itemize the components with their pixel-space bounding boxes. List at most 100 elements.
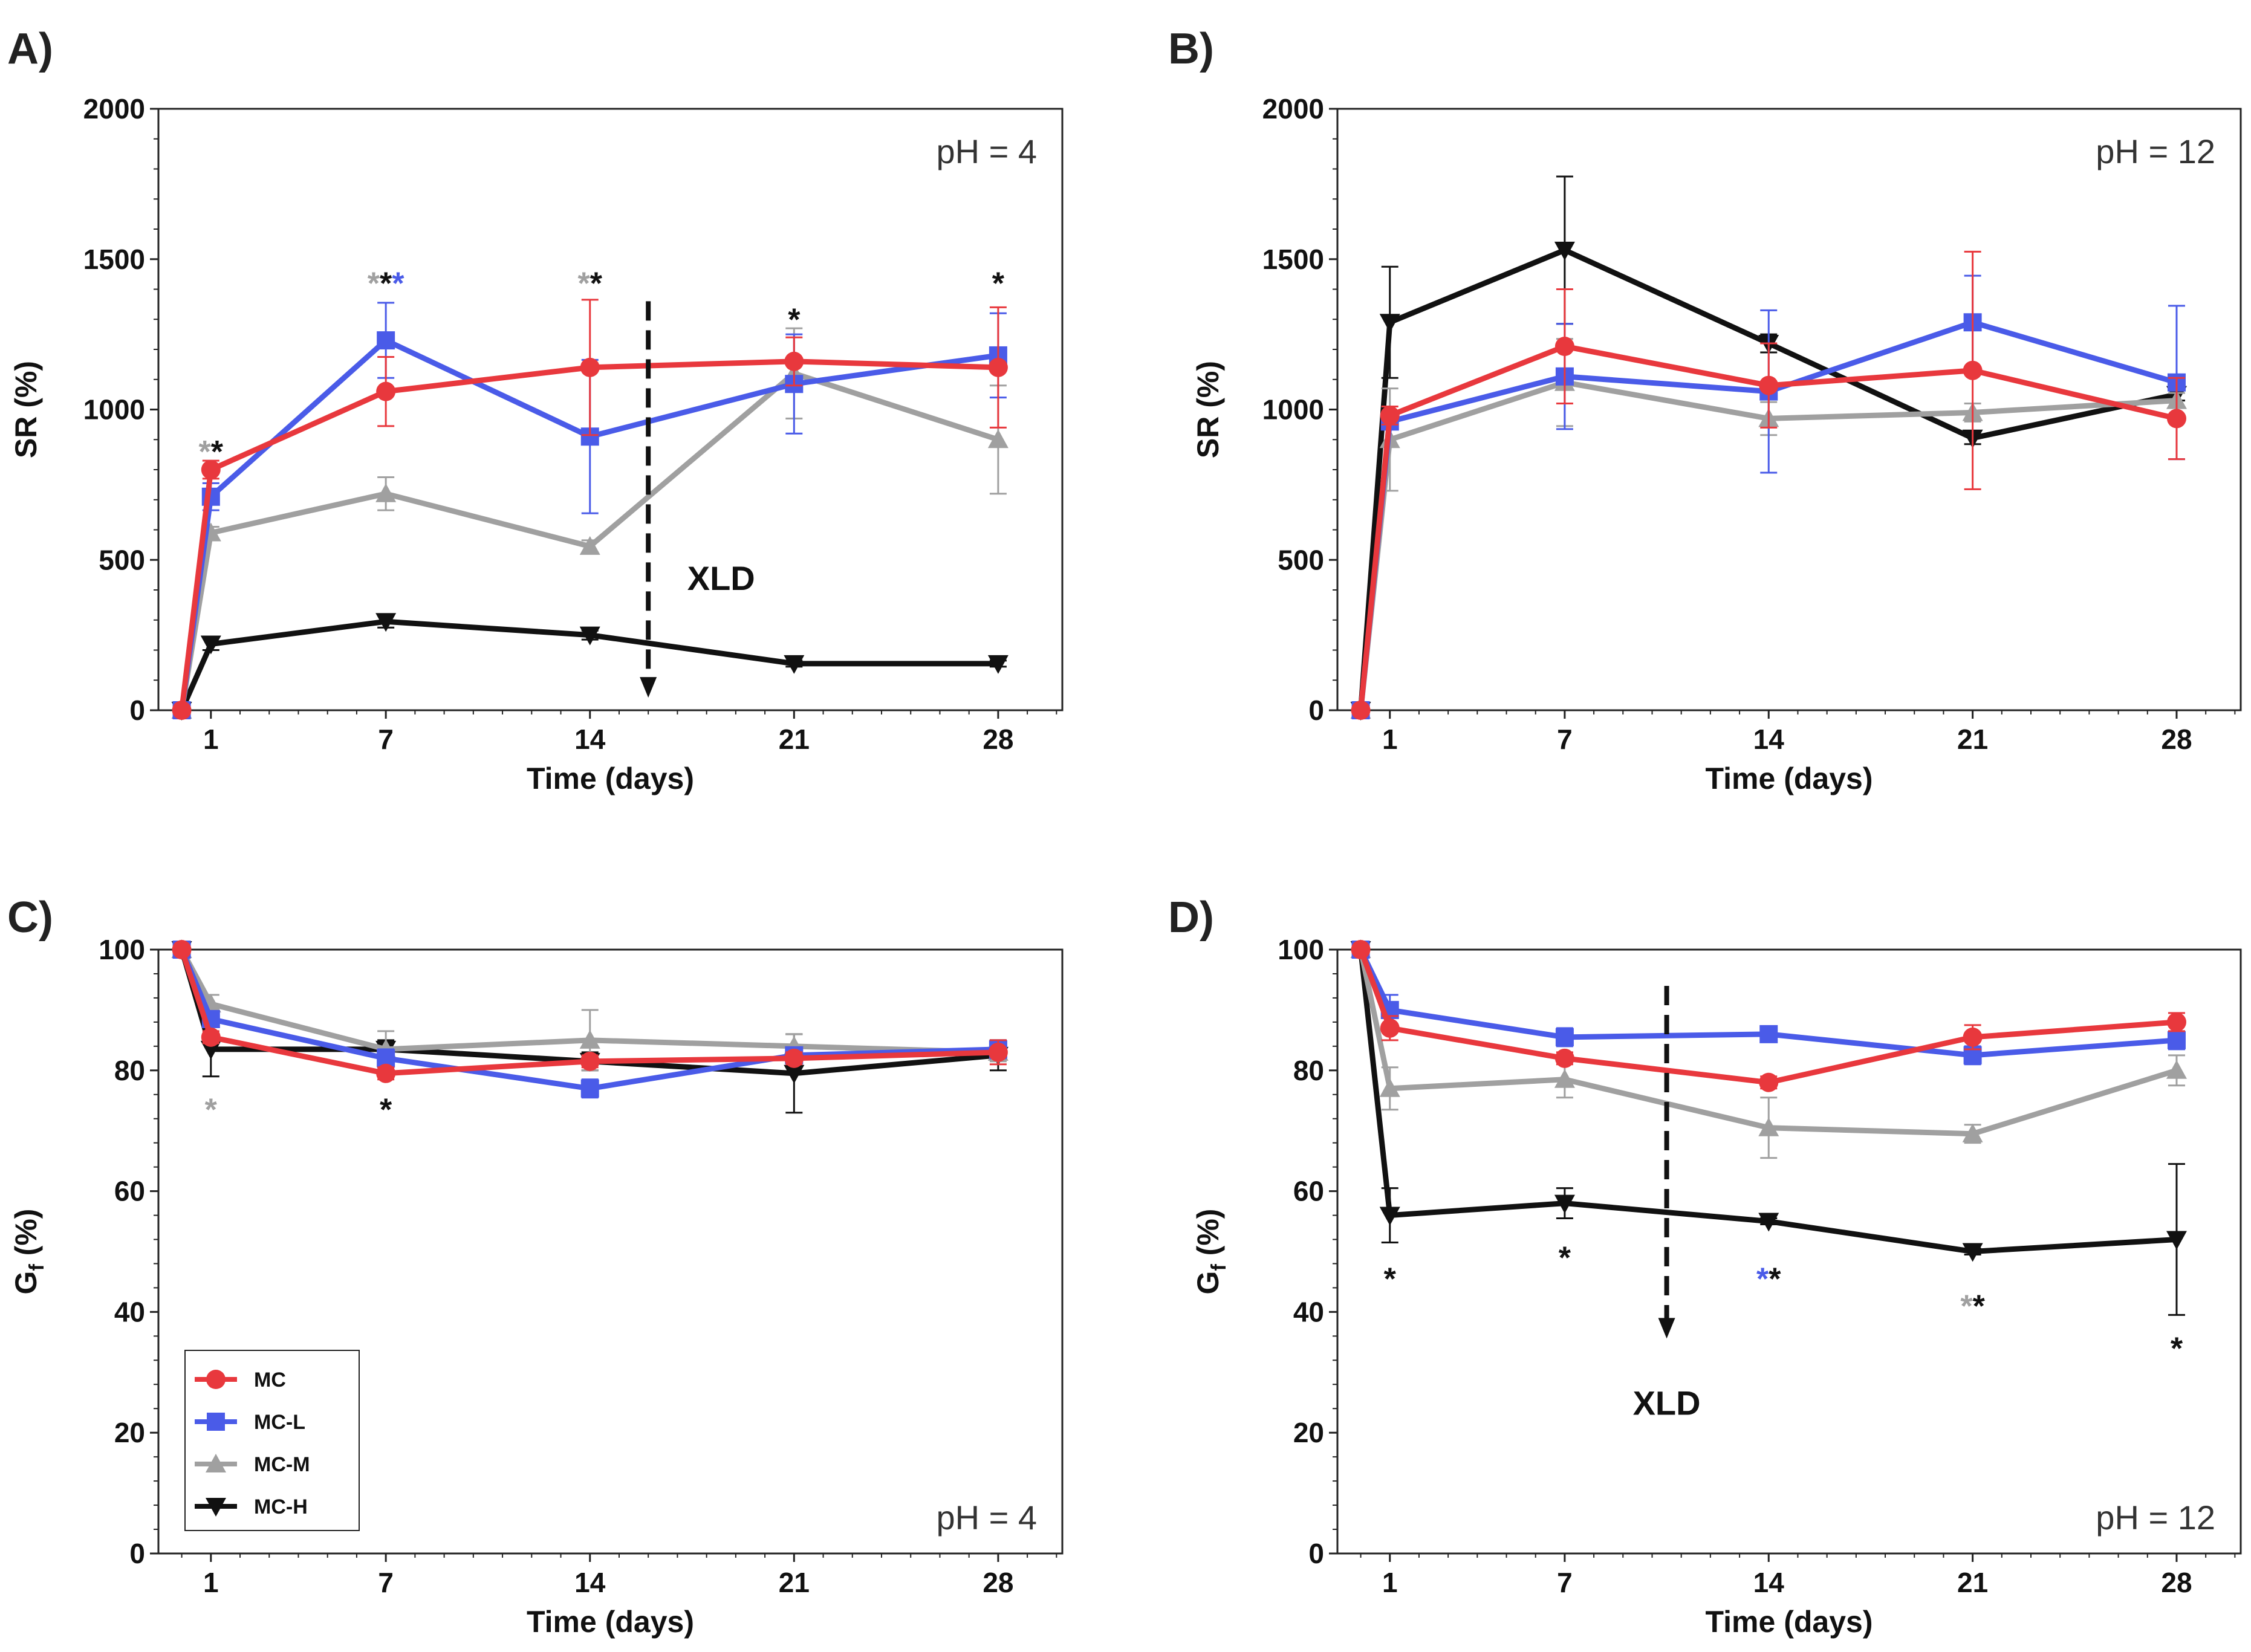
series-line (1358, 948, 2177, 1086)
star: * (577, 267, 590, 302)
y-tick-label: 500 (99, 544, 145, 575)
y-tick-label: 80 (114, 1055, 145, 1086)
mc-marker (1351, 940, 1371, 959)
y-tick-label: 60 (114, 1176, 145, 1207)
series-line (179, 618, 998, 711)
mc-h-marker (987, 655, 1009, 674)
significance-marker: * (1384, 1262, 1397, 1297)
x-tick-label: 7 (378, 724, 394, 755)
panel-label: B) (1168, 25, 1214, 73)
y-tick-label: 0 (1308, 695, 1324, 726)
mc-marker (172, 701, 192, 720)
mc-marker (172, 940, 192, 959)
star: * (205, 1093, 218, 1128)
x-axis-label: Time (days) (527, 762, 694, 795)
legend: MC MC-L MC-M MC-H (184, 1350, 360, 1531)
star: * (392, 267, 404, 302)
x-tick-label: 14 (1753, 1567, 1785, 1598)
mc-marker (376, 1063, 396, 1083)
y-tick-label: 40 (114, 1296, 145, 1327)
y-tick-label: 0 (129, 695, 145, 726)
star: * (1384, 1262, 1397, 1297)
mc-h-marker (1554, 241, 1575, 261)
significance-marker: ** (1756, 1262, 1781, 1297)
mc-h-marker (375, 613, 397, 632)
series-mc (172, 299, 1008, 720)
mc-marker (580, 1051, 600, 1071)
x-tick-label: 1 (203, 1567, 219, 1598)
y-tick-label: 1000 (1262, 394, 1324, 426)
x-tick-label: 1 (1382, 1567, 1398, 1598)
mc-marker (1759, 1072, 1779, 1092)
panel-D: D) 0 20 40 60 80 100 1 7 14 21 28 Time (days) Gf (%) p… (1168, 893, 2242, 1639)
mc-h-marker (784, 655, 805, 674)
series-mc-l (1351, 274, 2186, 719)
mc-m-marker (206, 1454, 226, 1472)
mc-marker (784, 351, 804, 371)
legend-entry: MC-M (254, 1453, 310, 1476)
x-tick-label: 28 (983, 1567, 1013, 1598)
legend-entry: MC-L (254, 1411, 305, 1434)
significance-marker: * (1559, 1240, 1571, 1275)
mc-l-marker (580, 1079, 599, 1098)
y-tick-label: 100 (99, 934, 145, 965)
series-line (179, 371, 999, 711)
star: * (590, 267, 603, 302)
mc-marker (1759, 375, 1779, 395)
star: * (2171, 1331, 2183, 1366)
mc-marker (201, 460, 221, 479)
mc-marker (784, 1048, 804, 1068)
x-tick-label: 21 (1957, 1567, 1988, 1598)
star: * (199, 435, 212, 470)
x-axis-label: Time (days) (1706, 762, 1873, 795)
mc-h-marker (1379, 314, 1400, 333)
x-tick-label: 7 (1557, 1567, 1573, 1598)
mc-l-marker (207, 1413, 225, 1431)
series-mc (1351, 940, 2186, 1092)
mc-marker (1554, 1048, 1574, 1068)
series-line (1358, 343, 2178, 711)
y-tick-label: 2000 (83, 93, 145, 125)
mc-m-marker (1554, 1069, 1575, 1088)
star: * (788, 302, 801, 337)
series-line (1358, 948, 2177, 1058)
series-line (179, 948, 999, 1055)
mc-h-marker (200, 635, 221, 655)
mc-l-marker (1555, 1028, 1574, 1046)
y-axis-label: Gf (%) (1191, 1209, 1230, 1295)
y-axis-label: SR (%) (9, 361, 43, 458)
y-tick-label: 20 (114, 1417, 145, 1448)
mc-m-marker (1758, 1117, 1779, 1136)
x-tick-label: 7 (378, 1567, 394, 1598)
significance-marker: * (205, 1093, 218, 1128)
condition-label: pH = 12 (2096, 1498, 2215, 1537)
mc-h-marker (2166, 1231, 2187, 1250)
mc-h-marker (1962, 1243, 1983, 1262)
y-axis-label: SR (%) (1191, 361, 1225, 458)
series-line (179, 358, 999, 711)
y-tick-label: 40 (1293, 1296, 1324, 1327)
y-tick-label: 1500 (1262, 244, 1324, 275)
legend-entry: MC (254, 1369, 286, 1391)
mc-m-marker (987, 429, 1009, 449)
star: * (368, 267, 380, 302)
series-line (1358, 247, 2177, 711)
mc-m-marker (1962, 1123, 1983, 1142)
panel-A: A) 0 500 1000 1500 2000 1 7 14 21 28 Time (days) SR … (7, 25, 1064, 795)
mc-marker (2166, 1012, 2186, 1032)
x-tick-label: 28 (2161, 1567, 2192, 1598)
plot-frame (1336, 948, 2242, 1555)
plot-frame (157, 948, 1064, 1555)
xld-arrow-head (1658, 1318, 1675, 1339)
significance-marker: ** (1960, 1289, 1985, 1324)
significance-marker: * (788, 302, 801, 337)
x-tick-label: 21 (779, 724, 810, 755)
mc-m-marker (2166, 1060, 2187, 1079)
series-line (179, 948, 999, 1092)
x-tick-label: 21 (779, 1567, 810, 1598)
condition-label: pH = 4 (936, 1498, 1037, 1537)
mc-marker (1554, 337, 1574, 357)
x-tick-label: 1 (203, 724, 219, 755)
mc-marker (1380, 1018, 1400, 1038)
mc-marker (580, 357, 600, 377)
